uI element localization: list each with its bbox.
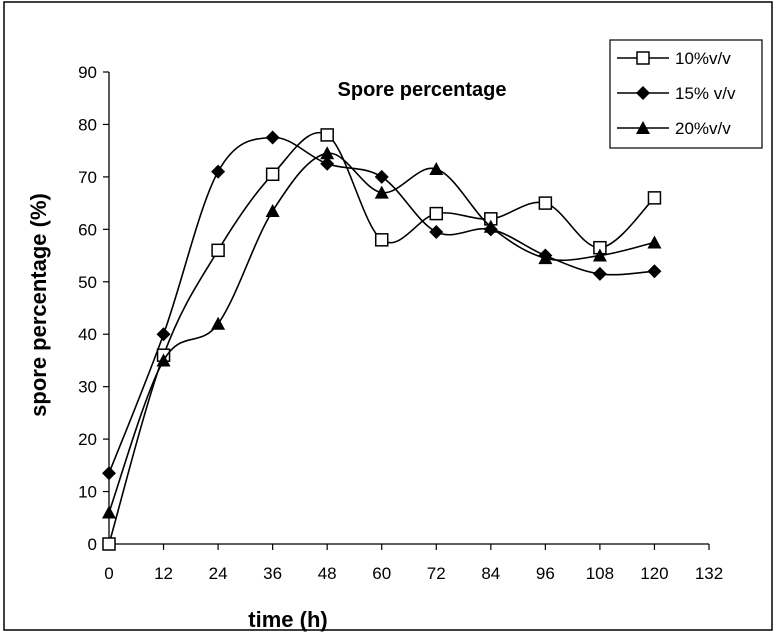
legend-marker bbox=[636, 86, 650, 100]
y-tick-label: 30 bbox=[78, 378, 97, 397]
data-point bbox=[374, 169, 389, 184]
data-point bbox=[320, 128, 334, 142]
data-point bbox=[429, 206, 444, 221]
x-axis: 0 12 24 36 48 60 72 84 96 108 120 132 bbox=[104, 543, 723, 583]
legend-entry: 20%v/v bbox=[617, 119, 731, 138]
data-point bbox=[592, 248, 607, 262]
legend-marker bbox=[636, 121, 650, 134]
y-tick-label: 0 bbox=[88, 535, 97, 554]
legend-marker bbox=[636, 51, 650, 65]
data-point bbox=[211, 164, 226, 179]
legend-entry: 15% v/v bbox=[617, 84, 736, 103]
x-tick-label: 120 bbox=[640, 564, 668, 583]
x-tick-label: 36 bbox=[263, 564, 282, 583]
legend-label: 15% v/v bbox=[675, 84, 736, 103]
data-point bbox=[429, 224, 444, 239]
y-tick-label: 80 bbox=[78, 115, 97, 134]
x-tick-label: 72 bbox=[427, 564, 446, 583]
y-tick-label: 40 bbox=[78, 325, 97, 344]
x-tick-label: 108 bbox=[586, 564, 614, 583]
data-point bbox=[374, 233, 389, 247]
y-axis-title: spore percentage (%) bbox=[26, 193, 51, 417]
x-axis-title: time (h) bbox=[248, 607, 327, 632]
data-point bbox=[265, 203, 280, 217]
data-point bbox=[320, 146, 335, 160]
data-point bbox=[538, 196, 553, 210]
y-axis: 0 10 20 30 40 50 60 70 80 90 bbox=[78, 63, 110, 554]
series-10-percent bbox=[102, 128, 662, 551]
legend-entry: 10%v/v bbox=[617, 49, 731, 68]
data-point bbox=[592, 266, 607, 281]
series-20-percent bbox=[102, 146, 662, 519]
data-point bbox=[265, 167, 280, 182]
data-point bbox=[647, 235, 662, 249]
y-tick-label: 70 bbox=[78, 168, 97, 187]
y-tick-label: 50 bbox=[78, 273, 97, 292]
legend-label: 20%v/v bbox=[675, 119, 731, 138]
x-tick-label: 48 bbox=[318, 564, 337, 583]
data-point bbox=[374, 185, 389, 199]
chart-title: Spore percentage bbox=[338, 79, 507, 101]
data-point bbox=[102, 466, 116, 481]
data-point bbox=[647, 191, 662, 205]
x-tick-label: 0 bbox=[104, 564, 113, 583]
y-tick-label: 10 bbox=[78, 483, 97, 502]
data-point bbox=[538, 251, 553, 265]
data-point bbox=[483, 219, 498, 233]
x-tick-label: 96 bbox=[536, 564, 555, 583]
data-point bbox=[265, 130, 280, 145]
x-tick-label: 12 bbox=[154, 564, 173, 583]
data-point bbox=[320, 156, 335, 171]
y-tick-label: 20 bbox=[78, 430, 97, 449]
data-point bbox=[156, 327, 171, 342]
data-point bbox=[156, 353, 171, 367]
data-point bbox=[102, 537, 116, 551]
data-point bbox=[429, 162, 444, 176]
x-tick-label: 60 bbox=[372, 564, 391, 583]
data-point bbox=[102, 505, 116, 519]
data-point bbox=[211, 243, 225, 258]
y-tick-label: 60 bbox=[78, 220, 97, 239]
legend: 10%v/v 15% v/v 20%v/v bbox=[609, 39, 763, 149]
x-tick-label: 24 bbox=[209, 564, 228, 583]
y-tick-label: 90 bbox=[78, 63, 97, 82]
x-tick-label: 132 bbox=[695, 564, 723, 583]
data-point bbox=[647, 264, 662, 279]
x-tick-label: 84 bbox=[481, 564, 500, 583]
series-layer bbox=[102, 128, 662, 551]
legend-label: 10%v/v bbox=[675, 49, 731, 68]
series-line bbox=[108, 131, 656, 545]
data-point bbox=[211, 316, 226, 330]
